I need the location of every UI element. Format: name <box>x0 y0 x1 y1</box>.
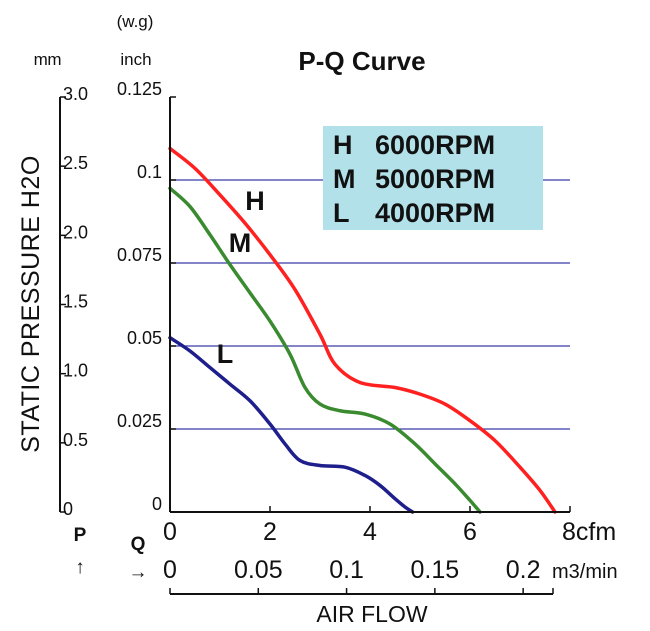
y-axis-label: STATIC PRESSURE H2O <box>17 155 45 453</box>
y-tick-label-inch: 0.05 <box>127 328 162 348</box>
chart-title: P-Q Curve <box>298 46 425 76</box>
y-tick-label-inch: 0.125 <box>117 79 162 99</box>
x-axis-label: AIR FLOW <box>316 601 427 627</box>
legend-rpm: 6000RPM <box>375 130 496 160</box>
x-tick-label-cfm: 2 <box>263 518 277 546</box>
x-tick-label-cfm: 4 <box>363 518 377 546</box>
x-tick-label-cfm: 0 <box>163 518 177 546</box>
y-tick-label-mm: 1.0 <box>63 361 88 381</box>
y-tick-label-inch: 0.1 <box>137 162 162 182</box>
legend: H 6000RPM M 5000RPM L 4000RPM <box>323 126 543 230</box>
x-tick-label-cfm: 6 <box>463 518 477 546</box>
legend-key: H <box>333 130 353 160</box>
legend-row-h: H 6000RPM <box>333 130 495 161</box>
y-tick-label-inch: 0.075 <box>117 245 162 265</box>
legend-row-l: L 4000RPM <box>333 198 495 229</box>
x-tick-label-m3: 0.15 <box>411 556 460 584</box>
y-tick-label-inch: 0 <box>152 494 162 514</box>
x-tick-label-m3: 0 <box>163 556 177 584</box>
curve-label-h: H <box>245 186 265 216</box>
q-label: Q <box>131 534 146 555</box>
y-tick-label-mm: 2.5 <box>63 153 88 173</box>
m3-unit-label: m3/min <box>552 561 618 583</box>
legend-rpm: 4000RPM <box>375 198 496 228</box>
y-tick-label-mm: 0.5 <box>63 430 88 450</box>
pq-curve-m <box>168 186 482 514</box>
x-tick-label-m3: 0.1 <box>329 556 364 584</box>
curve-label-l: L <box>217 339 234 369</box>
legend-rpm: 5000RPM <box>375 164 496 194</box>
p-arrow: ↑ <box>75 557 85 578</box>
y-tick-label-mm: 3.0 <box>63 84 88 104</box>
pq-curves: HML <box>168 146 557 514</box>
pq-curve-l <box>168 335 415 514</box>
y-tick-label-mm: 1.5 <box>63 292 88 312</box>
x-tick-label-m3: 0.2 <box>506 556 541 584</box>
pq-curve-h <box>168 146 557 514</box>
q-arrow: → <box>129 562 148 583</box>
y-tick-label-mm: 0 <box>63 499 73 519</box>
legend-key: L <box>333 198 350 228</box>
legend-row-m: M 5000RPM <box>333 164 495 195</box>
p-label: P <box>74 525 87 546</box>
mm-unit-label: mm <box>34 50 62 69</box>
x-tick-label-cfm: 8cfm <box>562 518 616 546</box>
x-tick-label-m3: 0.05 <box>234 556 283 584</box>
wg-unit-label: (w.g) <box>117 12 154 31</box>
legend-key: M <box>333 164 356 194</box>
y-tick-label-inch: 0.025 <box>117 411 162 431</box>
curve-label-m: M <box>229 228 252 258</box>
y-tick-label-mm: 2.0 <box>63 222 88 242</box>
inch-unit-label: inch <box>120 50 151 69</box>
